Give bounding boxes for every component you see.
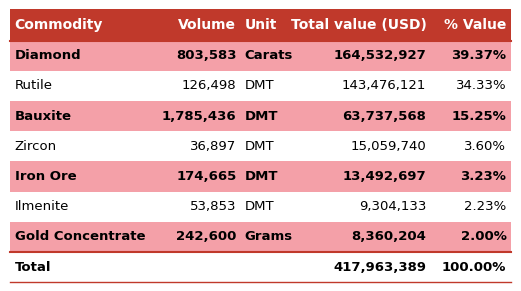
Text: 2.23%: 2.23%: [464, 200, 506, 213]
Bar: [10, 71, 511, 101]
Text: Volume: Volume: [178, 18, 237, 32]
Text: 2.00%: 2.00%: [461, 230, 506, 244]
Text: 34.33%: 34.33%: [456, 79, 506, 93]
Text: 242,600: 242,600: [176, 230, 237, 244]
Text: 3.23%: 3.23%: [461, 170, 506, 183]
Bar: [10, 252, 511, 282]
Bar: [10, 222, 511, 252]
Text: 9,304,133: 9,304,133: [359, 200, 426, 213]
Text: Unit: Unit: [245, 18, 277, 32]
Bar: [10, 192, 511, 222]
Text: Total value (USD): Total value (USD): [291, 18, 426, 32]
Text: 417,963,389: 417,963,389: [333, 261, 426, 274]
Text: 143,476,121: 143,476,121: [342, 79, 426, 93]
Text: Zircon: Zircon: [15, 140, 57, 153]
Text: 15,059,740: 15,059,740: [351, 140, 426, 153]
Text: 36,897: 36,897: [190, 140, 237, 153]
Text: 126,498: 126,498: [182, 79, 237, 93]
Bar: [10, 162, 511, 192]
Text: 803,583: 803,583: [176, 49, 237, 62]
Text: 8,360,204: 8,360,204: [352, 230, 426, 244]
Text: DMT: DMT: [245, 79, 274, 93]
Text: Iron Ore: Iron Ore: [15, 170, 76, 183]
Text: 3.60%: 3.60%: [464, 140, 506, 153]
Text: 53,853: 53,853: [190, 200, 237, 213]
Text: 39.37%: 39.37%: [451, 49, 506, 62]
Text: Gold Concentrate: Gold Concentrate: [15, 230, 145, 244]
Text: 1,785,436: 1,785,436: [162, 110, 237, 123]
Text: DMT: DMT: [245, 140, 274, 153]
Text: 63,737,568: 63,737,568: [342, 110, 426, 123]
Text: DMT: DMT: [245, 110, 278, 123]
Text: Ilmenite: Ilmenite: [15, 200, 69, 213]
Bar: [10, 9, 511, 41]
Bar: [10, 131, 511, 162]
Text: Commodity: Commodity: [15, 18, 103, 32]
Text: Diamond: Diamond: [15, 49, 81, 62]
Text: 13,492,697: 13,492,697: [343, 170, 426, 183]
Text: Bauxite: Bauxite: [15, 110, 71, 123]
Text: 15.25%: 15.25%: [452, 110, 506, 123]
Text: % Value: % Value: [444, 18, 506, 32]
Text: 100.00%: 100.00%: [442, 261, 506, 274]
Text: DMT: DMT: [245, 170, 278, 183]
Text: DMT: DMT: [245, 200, 274, 213]
Bar: [10, 101, 511, 131]
Text: 174,665: 174,665: [176, 170, 237, 183]
Text: Rutile: Rutile: [15, 79, 53, 93]
Bar: [10, 41, 511, 71]
Text: Carats: Carats: [245, 49, 293, 62]
Text: 164,532,927: 164,532,927: [333, 49, 426, 62]
Text: Grams: Grams: [245, 230, 293, 244]
Text: Total: Total: [15, 261, 51, 274]
